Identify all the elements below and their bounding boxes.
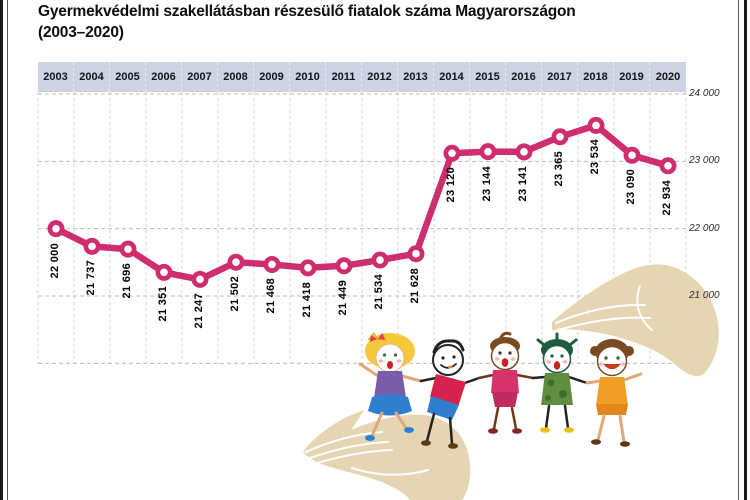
year-label: 2013 [398, 62, 434, 92]
data-point-center [232, 258, 240, 266]
data-point-marker [263, 255, 281, 273]
data-point-marker [227, 253, 245, 271]
year-label: 2003 [38, 62, 74, 92]
data-point-center [52, 224, 60, 233]
data-value-label: 21 737 [85, 260, 97, 296]
cupped-hand-lower-left [303, 410, 471, 500]
data-point-marker [119, 240, 137, 258]
year-label: 2017 [542, 62, 578, 92]
data-point-center [196, 275, 204, 284]
data-value-label: 21 502 [229, 276, 241, 312]
year-label: 2011 [326, 62, 362, 92]
data-point-center [268, 260, 276, 269]
data-value-label: 22 934 [661, 179, 673, 216]
chart-title: Gyermekvédelmi szakellátásban részesülő … [38, 1, 698, 43]
year-label: 2016 [506, 62, 542, 92]
data-point-marker [335, 257, 353, 275]
year-label: 2019 [614, 62, 650, 92]
page-edge-left-outer [0, 0, 3, 500]
chart-title-line2: (2003–2020) [38, 24, 124, 41]
year-label: 2018 [578, 62, 614, 92]
data-value-label: 21 449 [337, 279, 349, 316]
data-value-label: 21 418 [301, 281, 313, 318]
year-label: 2015 [470, 62, 506, 92]
year-label: 2008 [218, 62, 254, 92]
data-point-center [556, 132, 564, 141]
data-point-center [592, 121, 600, 130]
data-value-label: 21 534 [373, 274, 385, 310]
data-point-marker [443, 144, 461, 162]
data-point-marker [515, 143, 533, 161]
child-green-hair [531, 332, 589, 433]
data-point-center [628, 151, 636, 160]
data-value-label: 23 365 [553, 150, 565, 187]
data-value-label: 21 468 [265, 278, 277, 314]
year-label: 2006 [146, 62, 182, 92]
data-point-center [484, 147, 492, 156]
data-point-center [304, 264, 312, 272]
data-value-label: 23 090 [625, 169, 637, 205]
page-edge-right-outer [744, 0, 747, 500]
year-label: 2012 [362, 62, 398, 92]
child-in-pink [477, 331, 535, 434]
year-axis-band: 2003 2004 2005 2006 2007 2008 2009 2010 2011 2012… [38, 62, 686, 92]
data-value-label: 21 351 [157, 286, 169, 322]
data-point-center [376, 256, 384, 264]
year-label: 2014 [434, 62, 470, 92]
year-label: 2009 [254, 62, 290, 92]
page-edge-left-inner [7, 0, 8, 500]
page-edge-right-inner [738, 0, 739, 500]
data-point-center [664, 161, 672, 170]
data-value-label: 21 628 [409, 267, 421, 304]
data-point-center [160, 268, 168, 277]
data-line [52, 122, 672, 283]
year-label: 2005 [110, 62, 146, 92]
year-label: 2004 [74, 62, 110, 92]
child-boy [419, 339, 481, 449]
data-point-center [124, 245, 132, 253]
data-point-marker [299, 259, 317, 277]
data-point-marker [479, 143, 497, 161]
data-point-marker [551, 128, 569, 146]
data-value-label: 22 000 [49, 242, 61, 279]
data-point-center [520, 148, 528, 156]
data-point-marker [659, 157, 677, 175]
data-point-center [340, 261, 348, 270]
data-value-label: 21 247 [193, 293, 205, 329]
data-point-marker [587, 116, 605, 134]
y-axis-tick-label: 23 000 [689, 155, 720, 167]
data-point-center [88, 242, 96, 251]
child-blonde-girl [358, 332, 423, 441]
year-label: 2010 [290, 62, 326, 92]
protective-hand-upper-right [552, 264, 719, 377]
data-point-marker [155, 263, 173, 281]
data-value-label: 23 144 [481, 165, 493, 202]
data-point-marker [371, 251, 389, 269]
data-value-label: 23 534 [589, 139, 601, 175]
year-label: 2020 [655, 71, 681, 83]
data-point-marker [623, 146, 641, 164]
child-orange-girl [585, 339, 643, 447]
year-label: 2007 [182, 62, 218, 92]
data-value-label: 23 120 [445, 167, 457, 203]
data-point-marker [83, 237, 101, 255]
chart-title-line1: Gyermekvédelmi szakellátásban részesülő … [38, 3, 576, 20]
y-axis-tick-label: 22 000 [689, 222, 720, 234]
data-point-center [412, 249, 420, 258]
data-value-label: 21 696 [121, 263, 133, 299]
data-point-marker [191, 270, 209, 288]
data-value-label: 23 141 [517, 165, 529, 202]
y-axis-tick-label: 24 000 [689, 88, 720, 99]
data-point-marker [407, 245, 425, 263]
data-point-marker [47, 220, 65, 238]
y-axis-tick-label: 21 000 [689, 289, 720, 301]
data-point-center [448, 149, 456, 158]
